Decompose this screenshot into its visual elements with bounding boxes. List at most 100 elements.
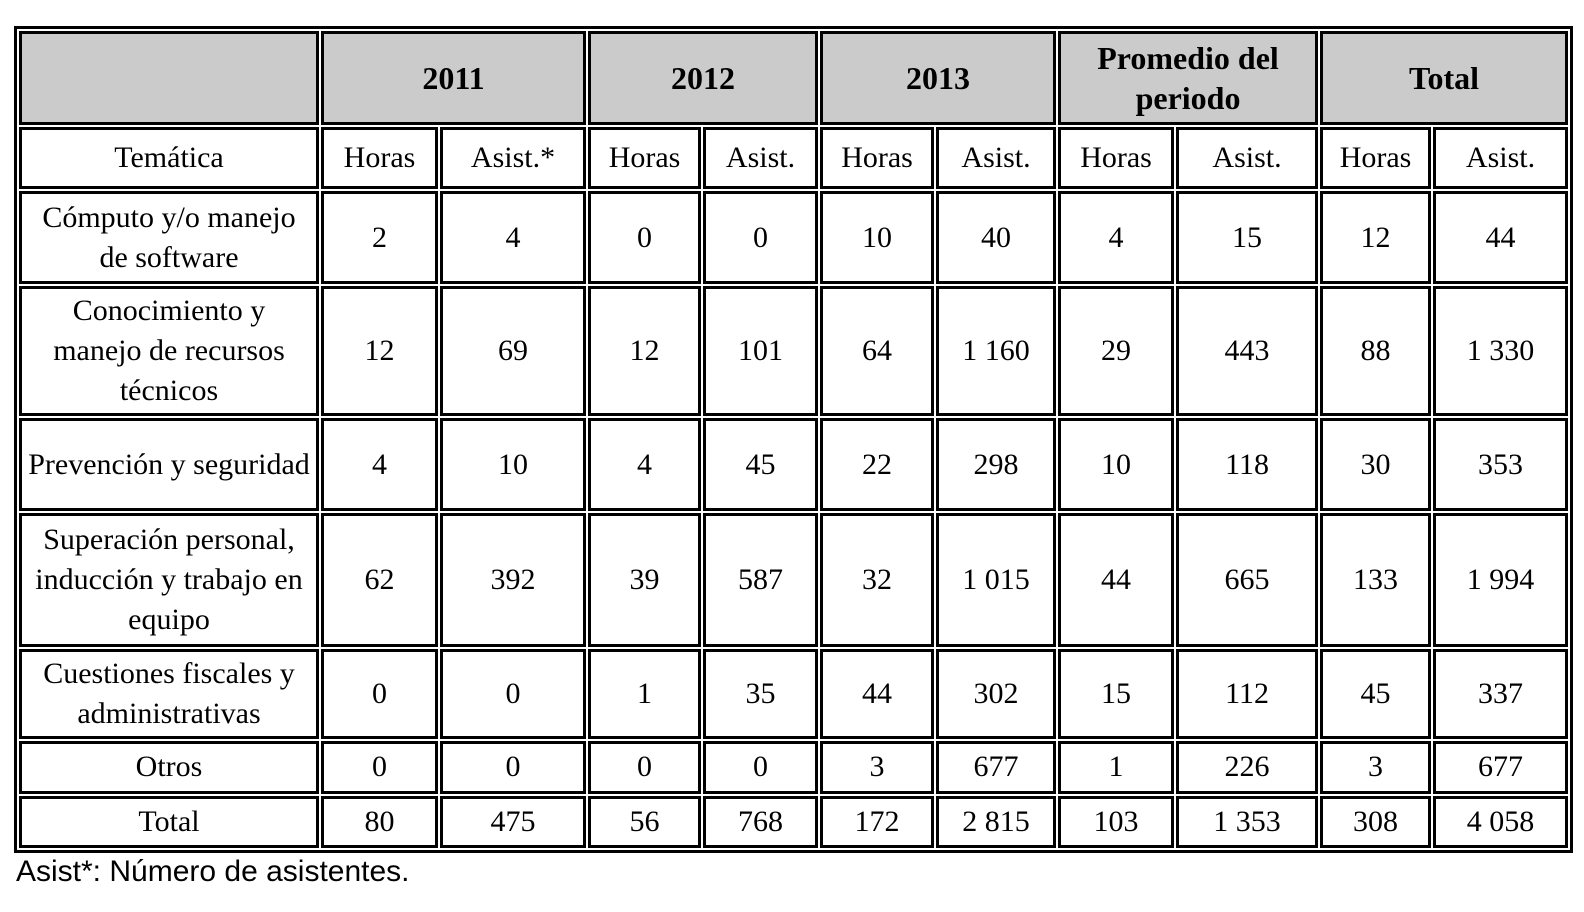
row-label: Prevención y seguridad: [19, 418, 319, 511]
data-cell: 3: [820, 740, 935, 794]
data-cell: 88: [1320, 286, 1432, 416]
data-cell: 118: [1176, 418, 1319, 511]
data-cell: 10: [440, 418, 587, 511]
data-cell: 69: [440, 286, 587, 416]
total-cell: 475: [440, 795, 587, 848]
data-cell: 15: [1176, 191, 1319, 284]
data-cell: 302: [936, 649, 1057, 739]
data-cell: 4: [321, 418, 438, 511]
total-cell: 80: [321, 795, 438, 848]
row-header-tematica: Temática: [19, 127, 319, 189]
data-cell: 44: [1433, 191, 1569, 284]
row-label: Superación personal, inducción y trabajo…: [19, 513, 319, 647]
data-cell: 30: [1320, 418, 1432, 511]
sub-header-cell: Horas: [820, 127, 935, 189]
sub-header-cell: Horas: [1320, 127, 1432, 189]
col-group-header-total: Total: [1320, 31, 1569, 125]
data-cell: 29: [1058, 286, 1175, 416]
row-label: Otros: [19, 740, 319, 794]
data-cell: 40: [936, 191, 1057, 284]
sub-header-row: Temática Horas Asist.* Horas Asist. Hora…: [19, 127, 1569, 189]
data-cell: 1 994: [1433, 513, 1569, 647]
data-cell: 1: [588, 649, 702, 739]
data-cell: 1: [1058, 740, 1175, 794]
data-cell: 45: [1320, 649, 1432, 739]
data-cell: 39: [588, 513, 702, 647]
total-row: Total 80 475 56 768 172 2 815 103 1 353 …: [19, 795, 1569, 848]
data-cell: 22: [820, 418, 935, 511]
training-topics-table: 2011 2012 2013 Promedio del periodo Tota…: [14, 26, 1574, 853]
data-cell: 32: [820, 513, 935, 647]
data-cell: 44: [1058, 513, 1175, 647]
data-cell: 0: [588, 740, 702, 794]
data-cell: 1 015: [936, 513, 1057, 647]
data-cell: 15: [1058, 649, 1175, 739]
total-cell: 2 815: [936, 795, 1057, 848]
data-cell: 10: [820, 191, 935, 284]
table-row: Conocimiento y manejo de recursos técnic…: [19, 286, 1569, 416]
data-cell: 0: [703, 191, 819, 284]
corner-cell: [19, 31, 319, 125]
col-group-header-promedio: Promedio del periodo: [1058, 31, 1319, 125]
table-row: Prevención y seguridad 4 10 4 45 22 298 …: [19, 418, 1569, 511]
data-cell: 4: [1058, 191, 1175, 284]
data-cell: 353: [1433, 418, 1569, 511]
data-cell: 45: [703, 418, 819, 511]
data-cell: 1 330: [1433, 286, 1569, 416]
data-cell: 0: [440, 740, 587, 794]
data-cell: 12: [588, 286, 702, 416]
data-cell: 1 160: [936, 286, 1057, 416]
data-cell: 4: [440, 191, 587, 284]
year-header-row: 2011 2012 2013 Promedio del periodo Tota…: [19, 31, 1569, 125]
data-cell: 2: [321, 191, 438, 284]
sub-header-cell: Asist.*: [440, 127, 587, 189]
data-cell: 62: [321, 513, 438, 647]
row-label: Cuestiones fiscales y administrativas: [19, 649, 319, 739]
document-page: 2011 2012 2013 Promedio del periodo Tota…: [14, 26, 1574, 888]
data-cell: 677: [936, 740, 1057, 794]
col-group-header-2012: 2012: [588, 31, 819, 125]
total-cell: 308: [1320, 795, 1432, 848]
sub-header-cell: Horas: [1058, 127, 1175, 189]
total-row-label: Total: [19, 795, 319, 848]
row-label: Conocimiento y manejo de recursos técnic…: [19, 286, 319, 416]
total-cell: 172: [820, 795, 935, 848]
data-cell: 587: [703, 513, 819, 647]
data-cell: 0: [588, 191, 702, 284]
data-cell: 0: [440, 649, 587, 739]
table-row: Cuestiones fiscales y administrativas 0 …: [19, 649, 1569, 739]
data-cell: 0: [703, 740, 819, 794]
data-cell: 665: [1176, 513, 1319, 647]
sub-header-cell: Asist.: [1433, 127, 1569, 189]
sub-header-cell: Asist.: [703, 127, 819, 189]
total-cell: 56: [588, 795, 702, 848]
data-cell: 443: [1176, 286, 1319, 416]
data-cell: 298: [936, 418, 1057, 511]
data-cell: 226: [1176, 740, 1319, 794]
data-cell: 10: [1058, 418, 1175, 511]
data-cell: 101: [703, 286, 819, 416]
data-cell: 44: [820, 649, 935, 739]
sub-header-cell: Asist.: [1176, 127, 1319, 189]
table-row: Cómputo y/o manejo de software 2 4 0 0 1…: [19, 191, 1569, 284]
table-footnote: Asist*: Número de asistentes.: [16, 854, 410, 888]
total-cell: 768: [703, 795, 819, 848]
row-label: Cómputo y/o manejo de software: [19, 191, 319, 284]
total-cell: 1 353: [1176, 795, 1319, 848]
data-cell: 3: [1320, 740, 1432, 794]
col-group-header-2011: 2011: [321, 31, 587, 125]
data-cell: 0: [321, 649, 438, 739]
total-cell: 4 058: [1433, 795, 1569, 848]
sub-header-cell: Horas: [321, 127, 438, 189]
data-cell: 12: [321, 286, 438, 416]
data-cell: 0: [321, 740, 438, 794]
table-row: Superación personal, inducción y trabajo…: [19, 513, 1569, 647]
data-cell: 4: [588, 418, 702, 511]
data-cell: 677: [1433, 740, 1569, 794]
total-cell: 103: [1058, 795, 1175, 848]
table-row: Otros 0 0 0 0 3 677 1 226 3 677: [19, 740, 1569, 794]
data-cell: 392: [440, 513, 587, 647]
col-group-header-2013: 2013: [820, 31, 1057, 125]
data-cell: 64: [820, 286, 935, 416]
data-cell: 35: [703, 649, 819, 739]
